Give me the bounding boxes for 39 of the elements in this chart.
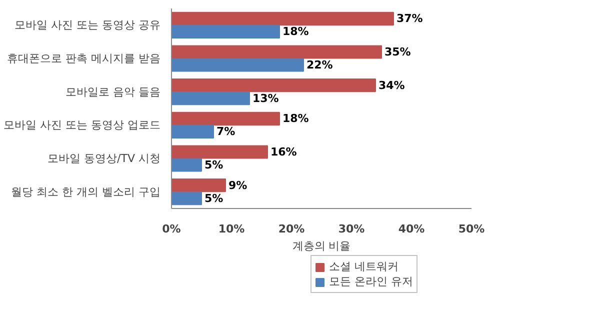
y-tick-label: 휴대폰으로 판촉 메시지를 받음: [7, 52, 161, 65]
bar: [172, 78, 376, 92]
data-label: 16%: [270, 146, 297, 158]
y-tick-label: 월당 최소 한 개의 벨소리 구입: [11, 185, 160, 198]
data-label: 7%: [216, 125, 236, 138]
bar: [172, 145, 268, 159]
bar: [172, 58, 304, 72]
bar: [172, 192, 202, 206]
bar: [172, 24, 280, 38]
x-tick-label: 40%: [398, 222, 425, 236]
legend-label: 모든 온라인 유저: [329, 274, 413, 289]
bar: [172, 124, 214, 138]
data-label: 5%: [204, 158, 224, 172]
bar: [172, 158, 202, 172]
bar: [172, 45, 382, 59]
bar: [172, 112, 280, 126]
x-tick-label: 0%: [162, 222, 181, 236]
x-tick-label: 30%: [338, 222, 365, 236]
data-label: 18%: [282, 112, 309, 126]
x-tick-label: 50%: [458, 222, 485, 236]
x-tick-label: 10%: [218, 222, 245, 236]
legend-label: 소셜 네트워커: [329, 259, 398, 274]
data-label: 13%: [252, 92, 279, 105]
data-label: 18%: [282, 25, 309, 38]
data-label: 37%: [396, 12, 423, 26]
y-tick-label: 모바일 동영상/TV 시청: [48, 152, 161, 165]
bar: [172, 178, 226, 192]
y-tick-label: 모바일로 음악 들음: [66, 85, 161, 98]
data-label: 34%: [378, 78, 405, 92]
data-label: 9%: [228, 178, 248, 192]
data-label: 35%: [384, 46, 411, 58]
y-tick-label: 모바일 사진 또는 동영상 공유: [14, 18, 161, 32]
y-tick-label: 모바일 사진 또는 동영상 업로드: [4, 118, 161, 132]
data-label: 5%: [204, 192, 224, 205]
x-axis-title: 계층의 비율: [292, 240, 351, 252]
bar: [172, 12, 394, 26]
x-tick-label: 20%: [278, 222, 305, 236]
bar: [172, 92, 250, 106]
data-label: 22%: [306, 58, 333, 72]
